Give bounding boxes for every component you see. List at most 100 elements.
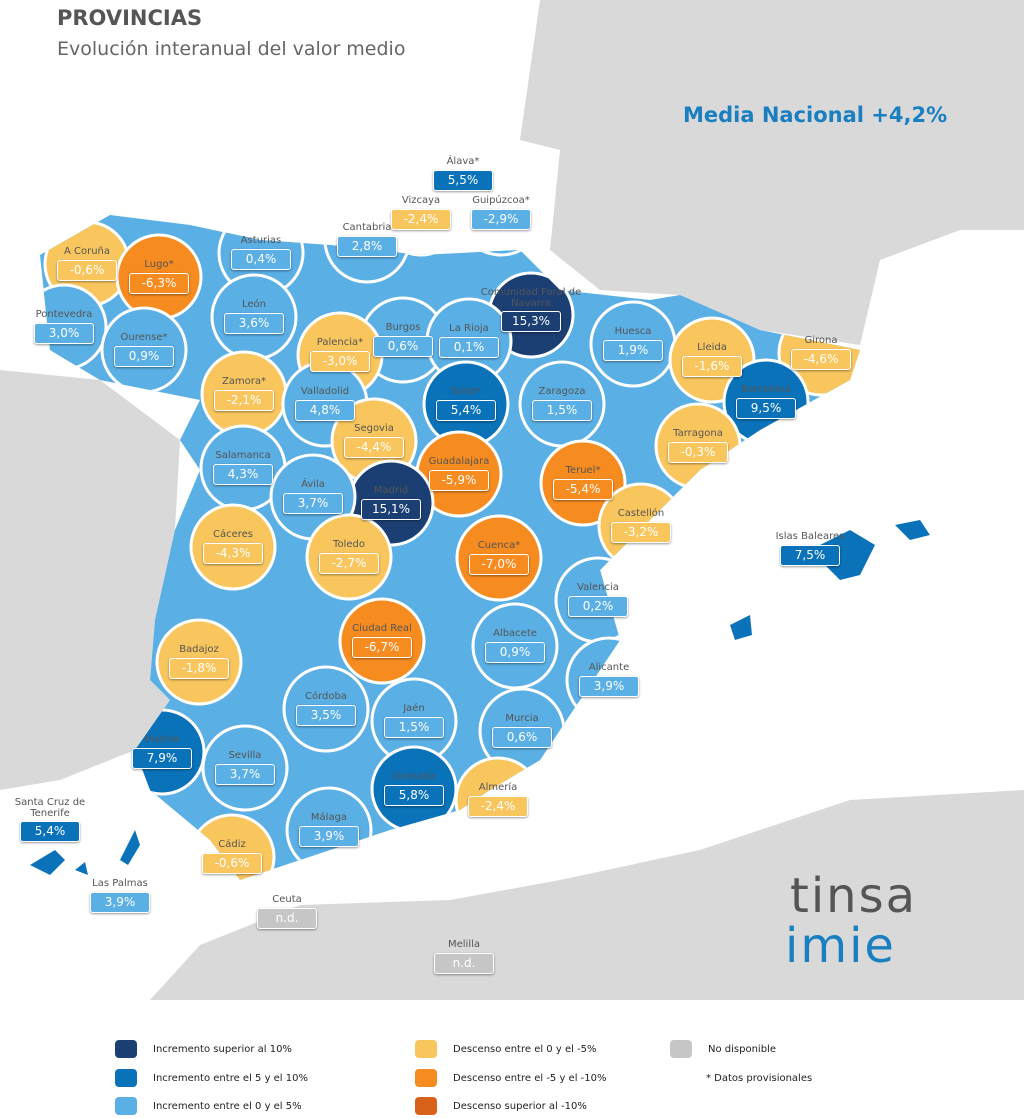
province-name: Cantabria bbox=[342, 222, 392, 233]
province-name: A Coruña bbox=[63, 246, 111, 257]
province-value: 3,7% bbox=[283, 493, 343, 514]
province-name: Huesca bbox=[614, 326, 652, 337]
province-name: Valladolid bbox=[300, 386, 350, 397]
province-value: 1,5% bbox=[532, 400, 592, 421]
province-value: n.d. bbox=[434, 953, 494, 974]
province-name: Jaén bbox=[403, 703, 425, 714]
portugal bbox=[0, 370, 180, 790]
ibiza bbox=[730, 615, 752, 640]
province-name: Guipúzcoa* bbox=[472, 195, 530, 206]
province-name: Las Palmas bbox=[92, 878, 148, 889]
province-value: 4,3% bbox=[213, 464, 273, 485]
province-name: Ourense* bbox=[120, 332, 168, 343]
province-value: -2,1% bbox=[214, 390, 274, 411]
province-name: Santa Cruz de Tenerife bbox=[14, 797, 86, 819]
province-name: Asturias bbox=[240, 235, 282, 246]
province-value: 1,5% bbox=[384, 717, 444, 738]
province-value: -6,3% bbox=[129, 273, 189, 294]
province-name: Valencia bbox=[577, 582, 619, 593]
province-name: León bbox=[241, 299, 266, 310]
province-value: 0,1% bbox=[439, 337, 499, 358]
province-name: Comunidad Foral de Navarra bbox=[480, 287, 582, 309]
province-value: -7,0% bbox=[469, 554, 529, 575]
province-value: -5,9% bbox=[429, 470, 489, 491]
legend-swatch bbox=[670, 1040, 692, 1058]
province-name: Barcelona bbox=[741, 384, 791, 395]
province-value: 0,2% bbox=[568, 596, 628, 617]
province-name: Teruel* bbox=[565, 465, 601, 476]
logo-top: tinsa bbox=[790, 868, 917, 924]
province-value: 0,4% bbox=[231, 249, 291, 270]
province-value: -3,0% bbox=[310, 351, 370, 372]
province-value: -2,9% bbox=[471, 209, 531, 230]
province-value: 3,9% bbox=[90, 892, 150, 913]
province-value: 3,0% bbox=[34, 323, 94, 344]
legend-label: Descenso entre el 0 y el -5% bbox=[453, 1044, 597, 1055]
national-average: Media Nacional +4,2% bbox=[683, 103, 948, 127]
province-value: 5,5% bbox=[433, 170, 493, 191]
map bbox=[0, 0, 1024, 1000]
province-name: Huelva bbox=[144, 734, 180, 745]
province-name: Vizcaya bbox=[401, 195, 441, 206]
legend-swatch bbox=[415, 1040, 437, 1058]
province-name: Lugo* bbox=[144, 259, 174, 270]
legend-label: Descenso superior al -10% bbox=[453, 1101, 587, 1112]
province-value: 5,4% bbox=[436, 400, 496, 421]
province-value: -1,6% bbox=[682, 356, 742, 377]
province-value: 0,9% bbox=[485, 642, 545, 663]
province-name: Islas Baleares bbox=[775, 531, 845, 542]
province-name: Zamora* bbox=[221, 376, 267, 387]
province-value: 3,5% bbox=[296, 705, 356, 726]
province-value: 3,7% bbox=[215, 764, 275, 785]
province-value: 15,3% bbox=[501, 311, 561, 332]
legend-swatch bbox=[115, 1069, 137, 1087]
province-name: Guadalajara bbox=[428, 456, 490, 467]
province-name: Pontevedra bbox=[35, 309, 93, 320]
province-name: Burgos bbox=[385, 322, 421, 333]
province-value: -4,3% bbox=[203, 543, 263, 564]
province-name: La Rioja bbox=[449, 323, 489, 334]
province-value: 5,4% bbox=[20, 821, 80, 842]
province-value: -2,4% bbox=[468, 796, 528, 817]
province-value: 1,9% bbox=[603, 340, 663, 361]
province-value: 3,6% bbox=[224, 313, 284, 334]
province-value: -1,8% bbox=[169, 658, 229, 679]
province-name: Álava* bbox=[446, 156, 480, 167]
province-name: Madrid bbox=[373, 485, 409, 496]
province-name: Cáceres bbox=[212, 529, 253, 540]
province-name: Tarragona bbox=[673, 428, 723, 439]
province-value: -5,4% bbox=[553, 479, 613, 500]
france bbox=[520, 0, 1024, 345]
province-value: 7,9% bbox=[132, 748, 192, 769]
province-value: 9,5% bbox=[736, 398, 796, 419]
province-value: 7,5% bbox=[780, 545, 840, 566]
province-name: Badajoz bbox=[179, 644, 219, 655]
province-value: 4,8% bbox=[295, 400, 355, 421]
province-name: Castellón bbox=[617, 508, 665, 519]
province-name: Segovia bbox=[354, 423, 394, 434]
province-value: 3,9% bbox=[579, 676, 639, 697]
province-name: Sevilla bbox=[228, 750, 262, 761]
province-name: Granada bbox=[392, 771, 436, 782]
legend-note: * Datos provisionales bbox=[706, 1073, 813, 1084]
province-value: 15,1% bbox=[361, 499, 421, 520]
subtitle: Evolución interanual del valor medio bbox=[57, 38, 406, 60]
province-value: -2,7% bbox=[319, 553, 379, 574]
province-name: Alicante bbox=[588, 662, 630, 673]
province-name: Cuenca* bbox=[477, 540, 521, 551]
province-value: -0,6% bbox=[57, 260, 117, 281]
province-name: Albacete bbox=[493, 628, 537, 639]
province-value: -3,2% bbox=[611, 522, 671, 543]
legend-label: Incremento entre el 5 y el 10% bbox=[153, 1073, 308, 1084]
legend-label: No disponible bbox=[708, 1044, 776, 1055]
province-name: Toledo bbox=[333, 539, 365, 550]
legend-label: Descenso entre el -5 y el -10% bbox=[453, 1073, 607, 1084]
province-name: Ciudad Real bbox=[352, 623, 412, 634]
province-value: 5,8% bbox=[384, 785, 444, 806]
logo-bottom: imie bbox=[785, 918, 896, 974]
province-name: Cádiz bbox=[218, 839, 246, 850]
legend-label: Incremento superior al 10% bbox=[153, 1044, 292, 1055]
province-value: n.d. bbox=[257, 908, 317, 929]
province-value: 0,6% bbox=[492, 727, 552, 748]
